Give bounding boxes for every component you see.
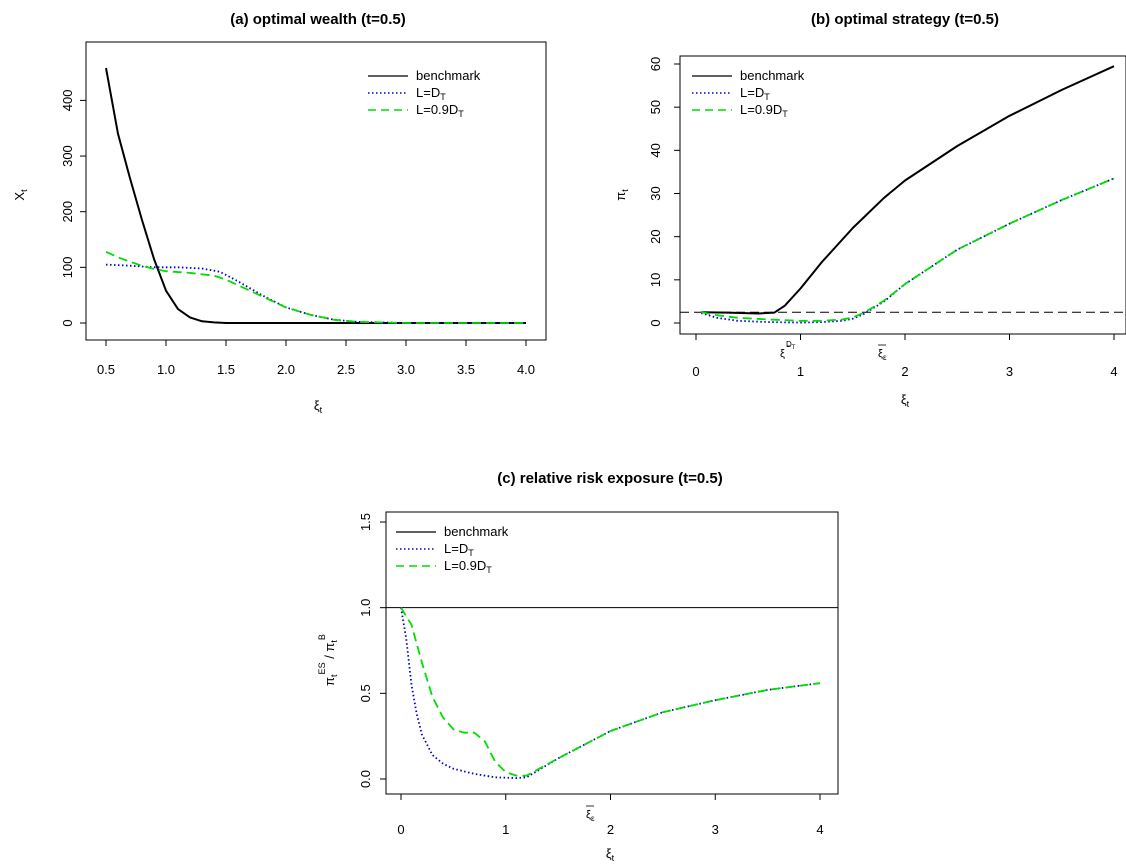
- y-tick-label: 40: [648, 143, 663, 157]
- panel-a-title: (a) optimal wealth (t=0.5): [230, 11, 405, 28]
- panel-c-axes: 0 1 2 3 4 0.0 0.5 1.0 1.5: [358, 513, 824, 837]
- x-tick-label: 3: [712, 822, 719, 837]
- y-tick-label: 1.5: [358, 513, 373, 531]
- panel-b-lines: [680, 65, 1126, 324]
- panel-a-legend: benchmark L=DT L=0.9DT: [368, 68, 481, 119]
- y-tick-label: 400: [60, 90, 75, 112]
- x-tick-label: 1.5: [217, 362, 235, 377]
- panel-c-xlabel: ξt: [606, 846, 615, 863]
- panel-c-xtick-annotations: ξε: [586, 805, 595, 823]
- x-tick-label: 3: [1006, 364, 1013, 379]
- panel-c-lines: [386, 607, 838, 779]
- x-tick-label: 4.0: [517, 362, 535, 377]
- legend-label-l-0.9dt: L=0.9DT: [416, 102, 464, 119]
- panel-b-xtick-annotations: ξDT ξε: [780, 340, 887, 362]
- x-tick-label: 4: [816, 822, 823, 837]
- panel-b-legend: benchmark L=DT L=0.9DT: [692, 68, 805, 119]
- series-line-l-dt: [400, 607, 821, 779]
- panel-c-ylabel: πtES / πtB: [317, 634, 339, 686]
- y-tick-label: 0: [60, 319, 75, 326]
- panel-b-plot-box: [679, 55, 1126, 335]
- y-tick-label: 1.0: [358, 599, 373, 617]
- y-tick-label: 200: [60, 201, 75, 223]
- panel-b-title: (b) optimal strategy (t=0.5): [811, 11, 999, 28]
- y-tick-label: 0.5: [358, 684, 373, 702]
- legend-label-l-0.9dt: L=0.9DT: [444, 558, 492, 575]
- series-line-l-dt: [105, 263, 526, 324]
- x-tick-label: 0.5: [97, 362, 115, 377]
- panel-b-optimal-strategy: (b) optimal strategy (t=0.5) 0 1 2 3 4010203…: [613, 11, 1126, 409]
- y-tick-label: 60: [648, 57, 663, 71]
- series-line-l-0.9dt: [400, 607, 821, 777]
- x-tick-label: 2: [901, 364, 908, 379]
- x-tick-label: 2.5: [337, 362, 355, 377]
- series-line-l-0.9dt: [701, 177, 1115, 322]
- legend-label-l-0.9dt: L=0.9DT: [740, 102, 788, 119]
- panel-c-relative-risk-exposure: (c) relative risk exposure (t=0.5) 0 1 2 3 4…: [317, 470, 839, 863]
- y-tick-label: 30: [648, 186, 663, 200]
- legend-label-l-dt: L=DT: [740, 85, 770, 102]
- legend-label-l-dt: L=DT: [416, 85, 446, 102]
- panel-a-lines: [105, 67, 526, 324]
- legend-label-l-dt: L=DT: [444, 541, 474, 558]
- panel-b-ylabel: πt: [613, 189, 630, 201]
- y-tick-label: 50: [648, 100, 663, 114]
- y-tick-label: 20: [648, 229, 663, 243]
- annotation-xi-bar-eps: ξε: [586, 809, 595, 823]
- panel-a-axes: 0.5 1.0 1.5 2.0 2.5 3.0 3.5 4.0 0 100 200 300 400: [60, 90, 535, 377]
- y-tick-label: 0: [648, 319, 663, 326]
- x-tick-label: 4: [1110, 364, 1117, 379]
- y-tick-label: 10: [648, 273, 663, 287]
- series-line-l-0.9dt: [105, 250, 526, 324]
- panel-a-xlabel: ξt: [314, 398, 323, 415]
- y-tick-label: 300: [60, 145, 75, 167]
- series-line-l-dt: [700, 177, 1115, 324]
- x-tick-label: 0: [397, 822, 404, 837]
- annotation-xi-bar-eps: ξε: [878, 348, 887, 362]
- panel-a-plot-box: [85, 41, 547, 341]
- x-tick-label: 3.0: [397, 362, 415, 377]
- legend-label-benchmark: benchmark: [740, 68, 805, 83]
- x-tick-label: 1.0: [157, 362, 175, 377]
- panel-b-xlabel: ξt: [901, 392, 910, 409]
- panel-a-ylabel: Xt: [12, 189, 29, 201]
- series-line-benchmark: [105, 67, 526, 324]
- x-tick-label: 3.5: [457, 362, 475, 377]
- series-line-benchmark: [701, 65, 1115, 315]
- x-tick-label: 0: [692, 364, 699, 379]
- panel-c-plot-box: [385, 511, 839, 795]
- x-tick-label: 1: [797, 364, 804, 379]
- panel-c-title: (c) relative risk exposure (t=0.5): [497, 470, 723, 487]
- panel-a-optimal-wealth: (a) optimal wealth (t=0.5) 0.5 1.0 1.5 2.0 2…: [12, 11, 547, 415]
- y-tick-label: 100: [60, 256, 75, 278]
- x-tick-label: 2: [607, 822, 614, 837]
- y-tick-label: 0.0: [358, 770, 373, 788]
- annotation-xi-hat-dt: ξDT: [780, 340, 796, 360]
- x-tick-label: 1: [502, 822, 509, 837]
- legend-label-benchmark: benchmark: [444, 524, 509, 539]
- legend-label-benchmark: benchmark: [416, 68, 481, 83]
- panel-c-legend: benchmark L=DT L=0.9DT: [396, 524, 509, 575]
- x-tick-label: 2.0: [277, 362, 295, 377]
